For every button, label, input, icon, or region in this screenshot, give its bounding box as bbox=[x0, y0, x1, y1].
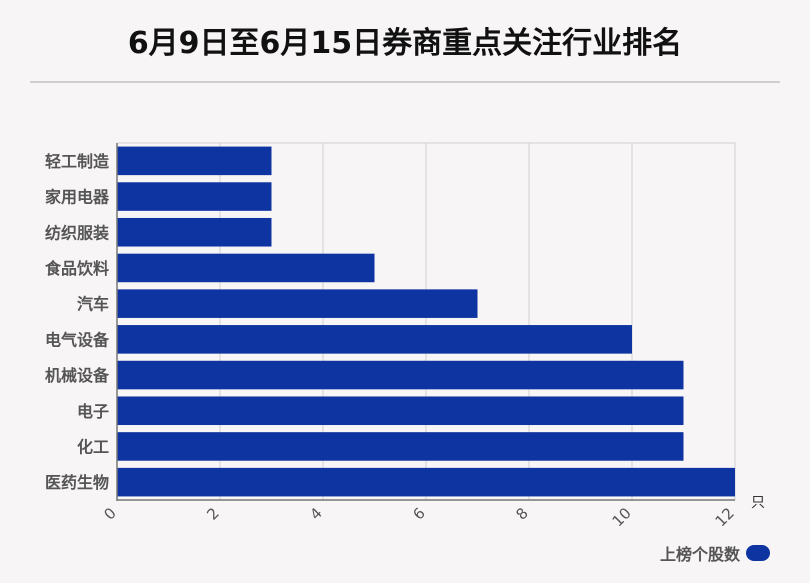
axes bbox=[116, 143, 735, 501]
bar[interactable] bbox=[117, 146, 272, 176]
y-tick-label: 医药生物 bbox=[45, 473, 109, 492]
bar[interactable] bbox=[117, 396, 684, 426]
x-tick-label: 10 bbox=[609, 504, 635, 530]
x-tick-label: 12 bbox=[712, 504, 738, 530]
bar[interactable] bbox=[117, 325, 632, 354]
x-tick-label: 2 bbox=[203, 504, 222, 523]
x-tick-label: 0 bbox=[100, 504, 119, 523]
y-tick-label: 汽车 bbox=[77, 295, 109, 314]
bar[interactable] bbox=[117, 182, 272, 211]
x-tick-label: 8 bbox=[512, 504, 531, 523]
title-divider bbox=[30, 81, 780, 83]
x-tick-label: 6 bbox=[409, 504, 428, 523]
bar[interactable] bbox=[117, 253, 375, 283]
x-tick-label: 4 bbox=[306, 504, 325, 523]
legend: 上榜个股数 bbox=[660, 541, 770, 565]
y-tick-label: 电子 bbox=[77, 402, 109, 421]
x-axis-unit: 只 bbox=[751, 495, 765, 511]
y-tick-label: 食品饮料 bbox=[44, 259, 109, 278]
bar[interactable] bbox=[117, 289, 478, 318]
bars bbox=[117, 146, 735, 497]
legend-swatch[interactable] bbox=[746, 545, 770, 561]
legend-label: 上榜个股数 bbox=[659, 545, 740, 564]
y-tick-label: 纺织服装 bbox=[45, 223, 109, 242]
y-tick-label: 家用电器 bbox=[45, 188, 110, 207]
bar[interactable] bbox=[117, 217, 272, 247]
chart-title: 6月9日至6月15日券商重点关注行业排名 bbox=[127, 26, 683, 61]
bar[interactable] bbox=[117, 467, 735, 497]
y-tick-label: 轻工制造 bbox=[45, 152, 110, 171]
y-tick-label: 电气设备 bbox=[45, 330, 110, 349]
bar[interactable] bbox=[117, 360, 684, 390]
y-tick-label: 化工 bbox=[77, 437, 109, 456]
bar[interactable] bbox=[117, 432, 684, 461]
y-tick-label: 机械设备 bbox=[45, 366, 110, 385]
